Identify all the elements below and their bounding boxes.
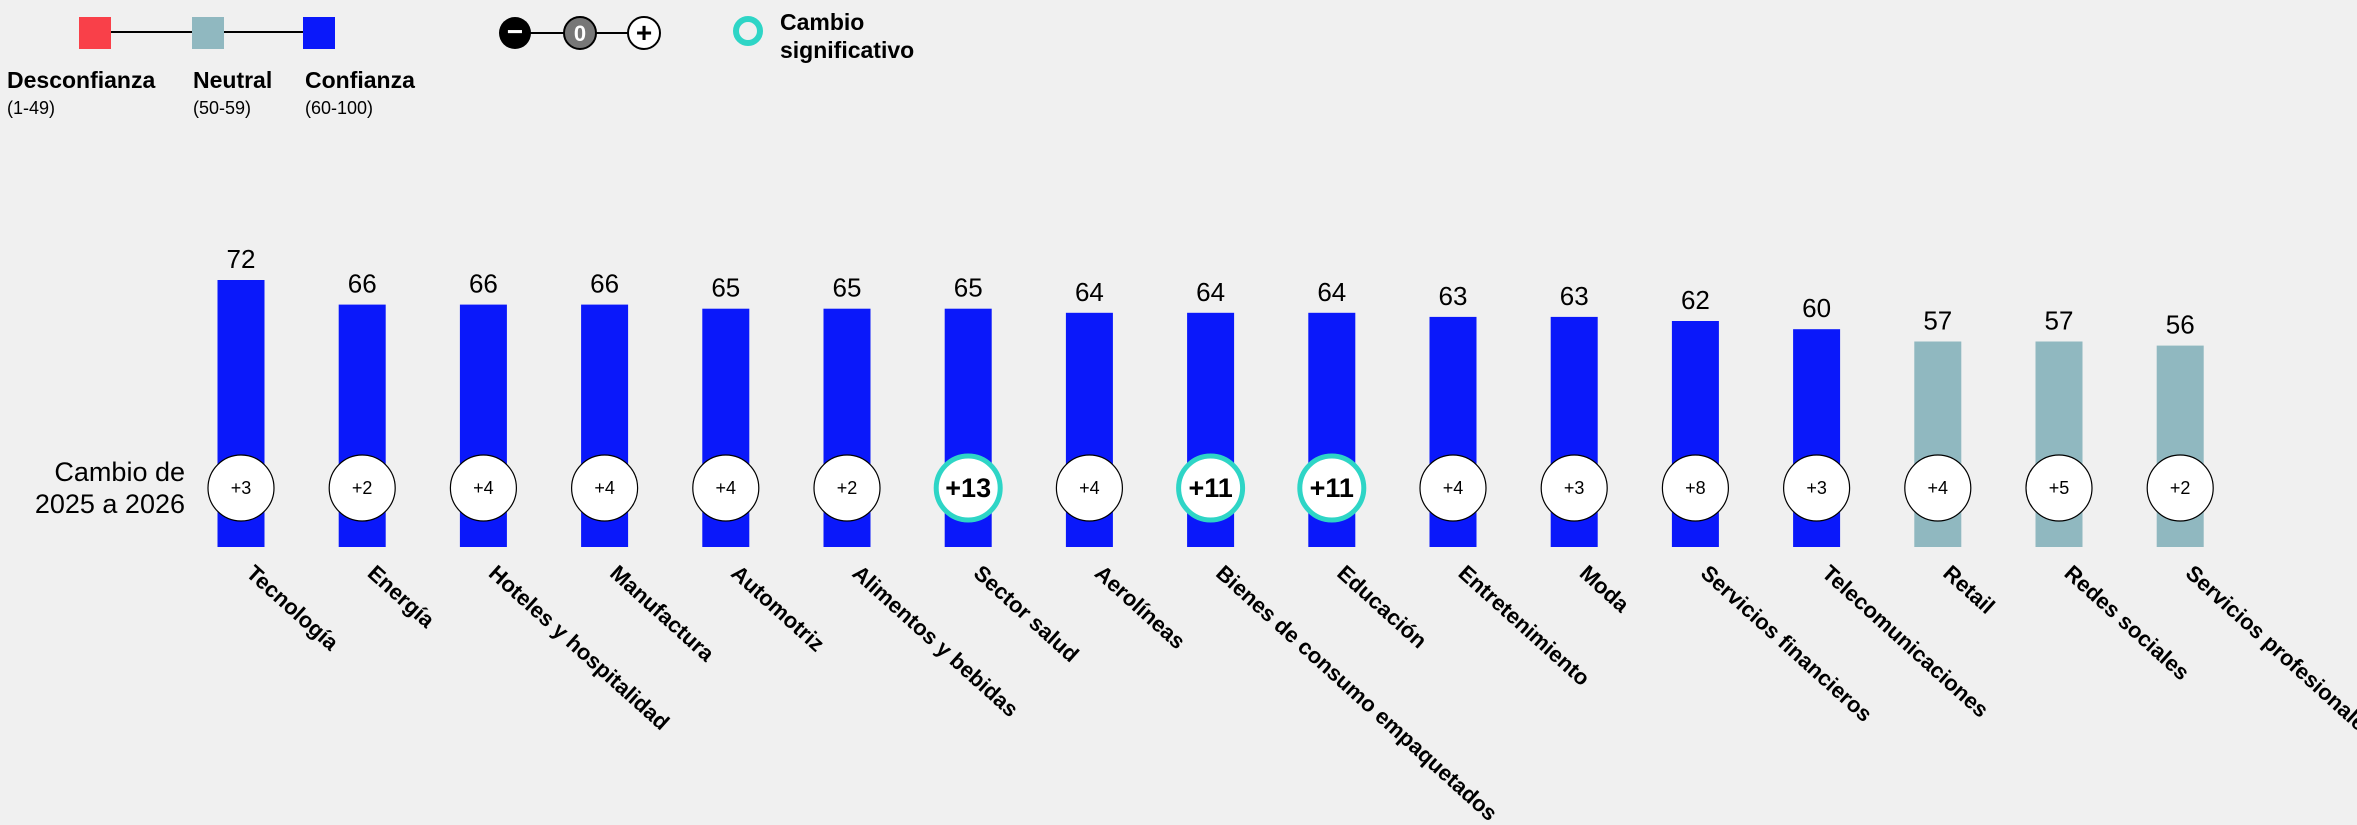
legend-range-neutral: (50-59) bbox=[193, 98, 252, 118]
change-label: +8 bbox=[1685, 478, 1706, 498]
change-label: +2 bbox=[837, 478, 858, 498]
value-label: 66 bbox=[348, 269, 377, 299]
value-label: 63 bbox=[1439, 281, 1468, 311]
change-circle bbox=[1782, 454, 1851, 522]
value-label: 64 bbox=[1317, 277, 1346, 307]
value-label: 65 bbox=[954, 273, 983, 303]
value-label: 57 bbox=[1923, 306, 1952, 336]
change-label: +2 bbox=[352, 478, 373, 498]
change-label: +3 bbox=[1806, 478, 1827, 498]
value-label: 56 bbox=[2166, 310, 2195, 340]
legend-range-distrust: (1-49) bbox=[7, 98, 56, 118]
change-label: +4 bbox=[1443, 478, 1464, 498]
category-label: Automotriz bbox=[726, 560, 829, 656]
change-circle bbox=[2025, 454, 2093, 522]
significant-change-icon bbox=[733, 16, 763, 46]
change-direction-legend: − 0 + bbox=[499, 16, 661, 50]
category-label: Manufactura bbox=[605, 560, 719, 667]
legend-label-trust: Confianza bbox=[305, 67, 415, 93]
zero-symbol: 0 bbox=[574, 21, 586, 46]
change-label: +3 bbox=[231, 478, 252, 498]
minus-symbol: − bbox=[507, 16, 523, 47]
category-label: Retail bbox=[1938, 560, 1999, 619]
category-label: Aerolíneas bbox=[1090, 560, 1190, 654]
category-label: Servicios profesionales bbox=[2181, 560, 2357, 744]
legend-swatch-neutral bbox=[192, 17, 224, 49]
change-circle bbox=[692, 454, 760, 522]
change-circle bbox=[449, 454, 517, 522]
change-label: +4 bbox=[1928, 478, 1949, 498]
significant-change-circle bbox=[1297, 453, 1367, 523]
change-circle bbox=[2146, 454, 2214, 522]
category-label: Educación bbox=[1332, 560, 1431, 653]
value-label: 66 bbox=[590, 269, 619, 299]
change-label: +4 bbox=[473, 478, 494, 498]
category-label: Entretenimiento bbox=[1454, 560, 1595, 691]
zero-icon: 0 bbox=[563, 16, 597, 50]
plus-symbol: + bbox=[636, 17, 652, 48]
legend-swatch-distrust bbox=[79, 17, 111, 49]
category-label: Moda bbox=[1575, 560, 1635, 618]
value-label: 62 bbox=[1681, 285, 1710, 315]
value-label: 65 bbox=[833, 273, 862, 303]
value-label: 66 bbox=[469, 269, 498, 299]
change-circle bbox=[1661, 454, 1730, 522]
change-label: +3 bbox=[1564, 478, 1585, 498]
change-circle bbox=[328, 454, 396, 522]
value-label: 60 bbox=[1802, 293, 1831, 323]
change-label: +4 bbox=[716, 478, 737, 498]
change-circle bbox=[813, 454, 881, 522]
value-label: 65 bbox=[711, 273, 740, 303]
value-label: 63 bbox=[1560, 281, 1589, 311]
plus-icon: + bbox=[627, 16, 661, 50]
change-circle bbox=[207, 454, 275, 522]
change-circle bbox=[570, 454, 639, 522]
value-label: 57 bbox=[2045, 306, 2074, 336]
significant-change-label-line1: Cambio bbox=[780, 9, 865, 35]
change-label: +13 bbox=[945, 473, 991, 503]
change-label: +4 bbox=[1079, 478, 1100, 498]
legend-range-trust: (60-100) bbox=[305, 98, 374, 118]
change-axis-label: Cambio de 2025 a 2026 bbox=[34, 457, 185, 519]
change-circle bbox=[1055, 454, 1124, 522]
value-label: 64 bbox=[1075, 277, 1104, 307]
change-circle bbox=[1540, 454, 1608, 522]
category-label: Redes sociales bbox=[2060, 560, 2195, 685]
significant-change-label: Cambio significativo bbox=[780, 8, 914, 64]
significant-change-circle bbox=[1176, 453, 1246, 523]
category-label: Sector salud bbox=[969, 560, 1084, 667]
change-label: +11 bbox=[1310, 473, 1354, 503]
change-label: +4 bbox=[594, 478, 615, 498]
category-label: Tecnología bbox=[242, 560, 344, 656]
legend-label-distrust: Desconfianza bbox=[7, 67, 156, 93]
significant-change-circle bbox=[933, 453, 1003, 523]
change-label: +5 bbox=[2049, 478, 2070, 498]
value-label: 64 bbox=[1196, 277, 1225, 307]
category-label: Energía bbox=[363, 560, 440, 633]
change-circle bbox=[1904, 454, 1972, 522]
legend-swatch-trust bbox=[303, 17, 335, 49]
legend: Desconfianza (1-49) Neutral (50-59) Conf… bbox=[0, 0, 1000, 130]
change-label: +11 bbox=[1188, 473, 1232, 503]
minus-icon: − bbox=[499, 16, 531, 49]
change-circle bbox=[1419, 454, 1487, 522]
value-label: 72 bbox=[227, 244, 256, 274]
change-label: +2 bbox=[2170, 478, 2191, 498]
significant-change-label-line2: significativo bbox=[780, 37, 915, 63]
legend-label-neutral: Neutral bbox=[193, 67, 273, 93]
